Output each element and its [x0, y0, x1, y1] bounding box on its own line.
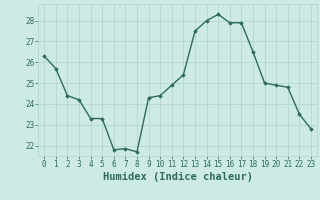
X-axis label: Humidex (Indice chaleur): Humidex (Indice chaleur)	[103, 172, 252, 182]
